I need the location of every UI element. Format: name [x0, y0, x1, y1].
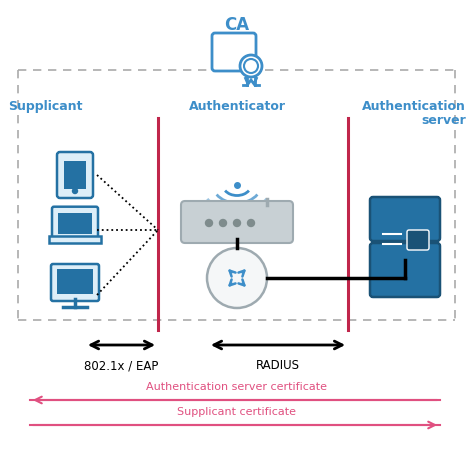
Text: Authenticator: Authenticator	[189, 100, 285, 113]
FancyBboxPatch shape	[49, 236, 101, 243]
Text: Authentication: Authentication	[362, 100, 466, 113]
FancyBboxPatch shape	[212, 33, 256, 71]
FancyBboxPatch shape	[407, 230, 429, 250]
FancyBboxPatch shape	[57, 152, 93, 198]
Circle shape	[206, 219, 212, 226]
Text: 802.1x / EAP: 802.1x / EAP	[84, 359, 159, 372]
FancyBboxPatch shape	[51, 264, 99, 301]
Text: Authentication server certificate: Authentication server certificate	[146, 382, 328, 392]
Circle shape	[207, 248, 267, 308]
Text: CA: CA	[224, 16, 250, 34]
Text: server: server	[421, 114, 466, 127]
Circle shape	[73, 188, 78, 193]
FancyBboxPatch shape	[58, 213, 92, 234]
FancyBboxPatch shape	[52, 207, 98, 238]
FancyBboxPatch shape	[370, 243, 440, 297]
Text: Supplicant: Supplicant	[8, 100, 82, 113]
Text: Supplicant certificate: Supplicant certificate	[177, 407, 297, 417]
Circle shape	[244, 59, 258, 73]
FancyBboxPatch shape	[64, 161, 86, 189]
Circle shape	[234, 219, 240, 226]
FancyBboxPatch shape	[181, 201, 293, 243]
FancyBboxPatch shape	[370, 197, 440, 241]
Circle shape	[247, 219, 255, 226]
Text: RADIUS: RADIUS	[256, 359, 300, 372]
Circle shape	[219, 219, 227, 226]
Circle shape	[240, 55, 262, 77]
FancyBboxPatch shape	[57, 269, 93, 294]
